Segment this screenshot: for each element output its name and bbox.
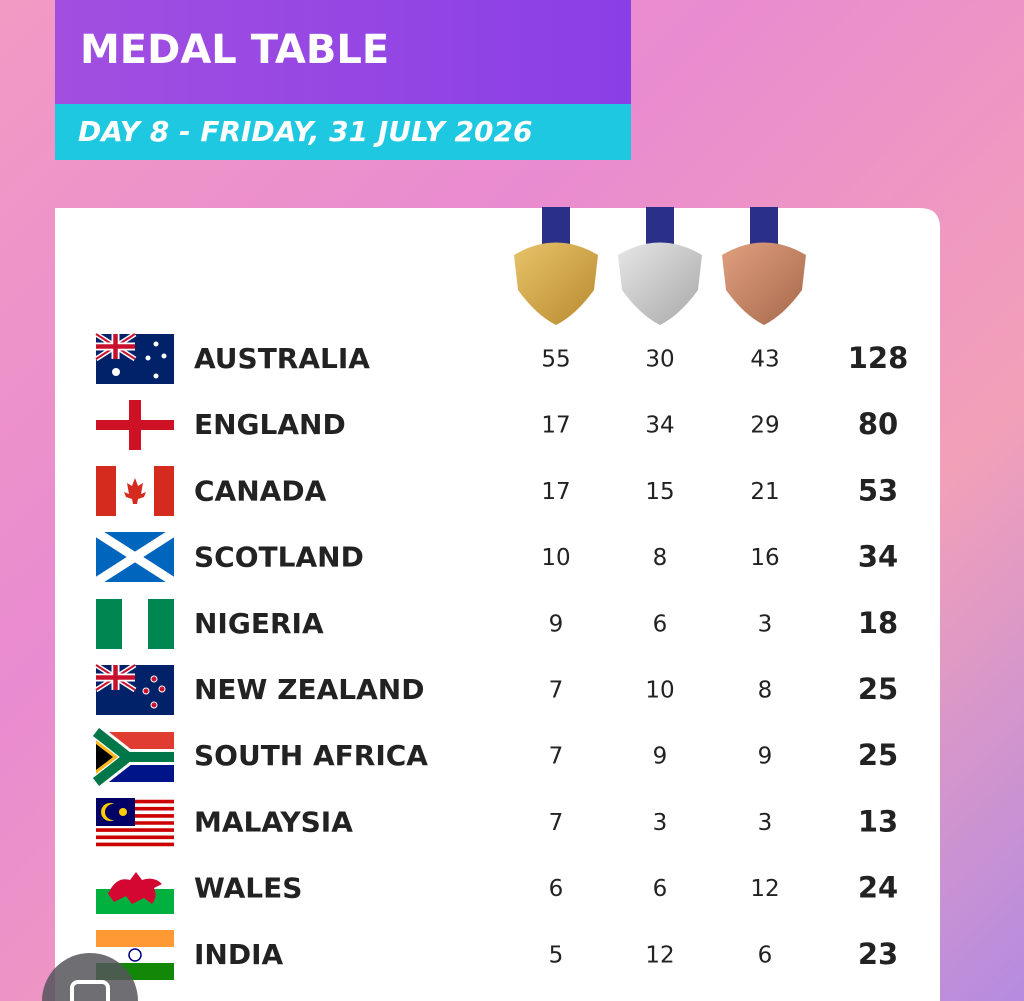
gold-cell: 7: [549, 744, 564, 770]
country-cell: AUSTRALIA: [194, 342, 370, 375]
flag-england: [96, 400, 174, 450]
country-cell: CANADA: [194, 474, 327, 507]
subtitle: DAY 8 - FRIDAY, 31 JULY 2026: [78, 115, 532, 148]
silver-cell: 15: [645, 479, 674, 505]
bronze-cell: 43: [750, 347, 779, 373]
bronze-cell: 3: [758, 611, 773, 637]
flag-south-africa: [91, 725, 174, 789]
silver-cell: 6: [653, 876, 668, 902]
gold-cell: 17: [541, 479, 570, 505]
country-cell: WALES: [194, 872, 302, 905]
flag-australia: [96, 334, 174, 384]
country-cell: SCOTLAND: [194, 541, 364, 574]
total-cell: 25: [858, 738, 898, 772]
silver-cell: 10: [645, 678, 674, 704]
table-card: [55, 208, 940, 1001]
country-cell: MALAYSIA: [194, 805, 353, 838]
gold-medal: [514, 207, 598, 325]
total-cell: 25: [858, 672, 898, 706]
country-cell: NIGERIA: [194, 607, 324, 640]
country-cell: INDIA: [194, 938, 284, 971]
total-cell: 24: [858, 871, 898, 905]
total-cell: 34: [858, 540, 898, 574]
gold-cell: 10: [541, 545, 570, 571]
gold-cell: 5: [549, 942, 564, 968]
country-cell: NEW ZEALAND: [194, 673, 424, 706]
bronze-cell: 3: [758, 810, 773, 836]
silver-cell: 9: [653, 744, 668, 770]
silver-cell: 12: [645, 942, 674, 968]
silver-medal: [618, 207, 702, 325]
flag-canada: [96, 466, 174, 516]
gold-cell: 6: [549, 876, 564, 902]
flag-scotland: [93, 528, 177, 586]
flag-wales: [96, 864, 174, 914]
title: MEDAL TABLE: [80, 27, 389, 73]
gold-cell: 9: [549, 611, 564, 637]
bronze-cell: 8: [758, 678, 773, 704]
flags: [91, 334, 177, 980]
flag-new-zealand: [96, 665, 174, 715]
subtitle-box: [55, 104, 631, 160]
gold-cell: 7: [549, 678, 564, 704]
title-box: [55, 0, 631, 104]
bronze-cell: 12: [750, 876, 779, 902]
lens-icon[interactable]: [42, 953, 138, 1001]
flag-nigeria: [96, 599, 174, 649]
total-cell: 23: [858, 937, 898, 971]
total-cell: 80: [858, 407, 898, 441]
total-cell: 128: [848, 341, 909, 375]
bronze-cell: 9: [758, 744, 773, 770]
total-cell: 18: [858, 606, 898, 640]
country-cell: SOUTH AFRICA: [194, 739, 428, 772]
gold-cell: 17: [541, 413, 570, 439]
gold-cell: 55: [541, 347, 570, 373]
bronze-cell: 21: [750, 479, 779, 505]
gold-cell: 7: [549, 810, 564, 836]
bronze-medal: [722, 207, 806, 325]
flag-malaysia: [96, 798, 174, 848]
silver-cell: 30: [645, 347, 674, 373]
medal-icons: [514, 207, 806, 325]
country-cell: ENGLAND: [194, 408, 346, 441]
bronze-cell: 6: [758, 942, 773, 968]
total-cell: 13: [858, 804, 898, 838]
silver-cell: 8: [653, 545, 668, 571]
silver-cell: 34: [645, 413, 674, 439]
total-cell: 53: [858, 473, 898, 507]
silver-cell: 6: [653, 611, 668, 637]
silver-cell: 3: [653, 810, 668, 836]
bronze-cell: 29: [750, 413, 779, 439]
bronze-cell: 16: [750, 545, 779, 571]
